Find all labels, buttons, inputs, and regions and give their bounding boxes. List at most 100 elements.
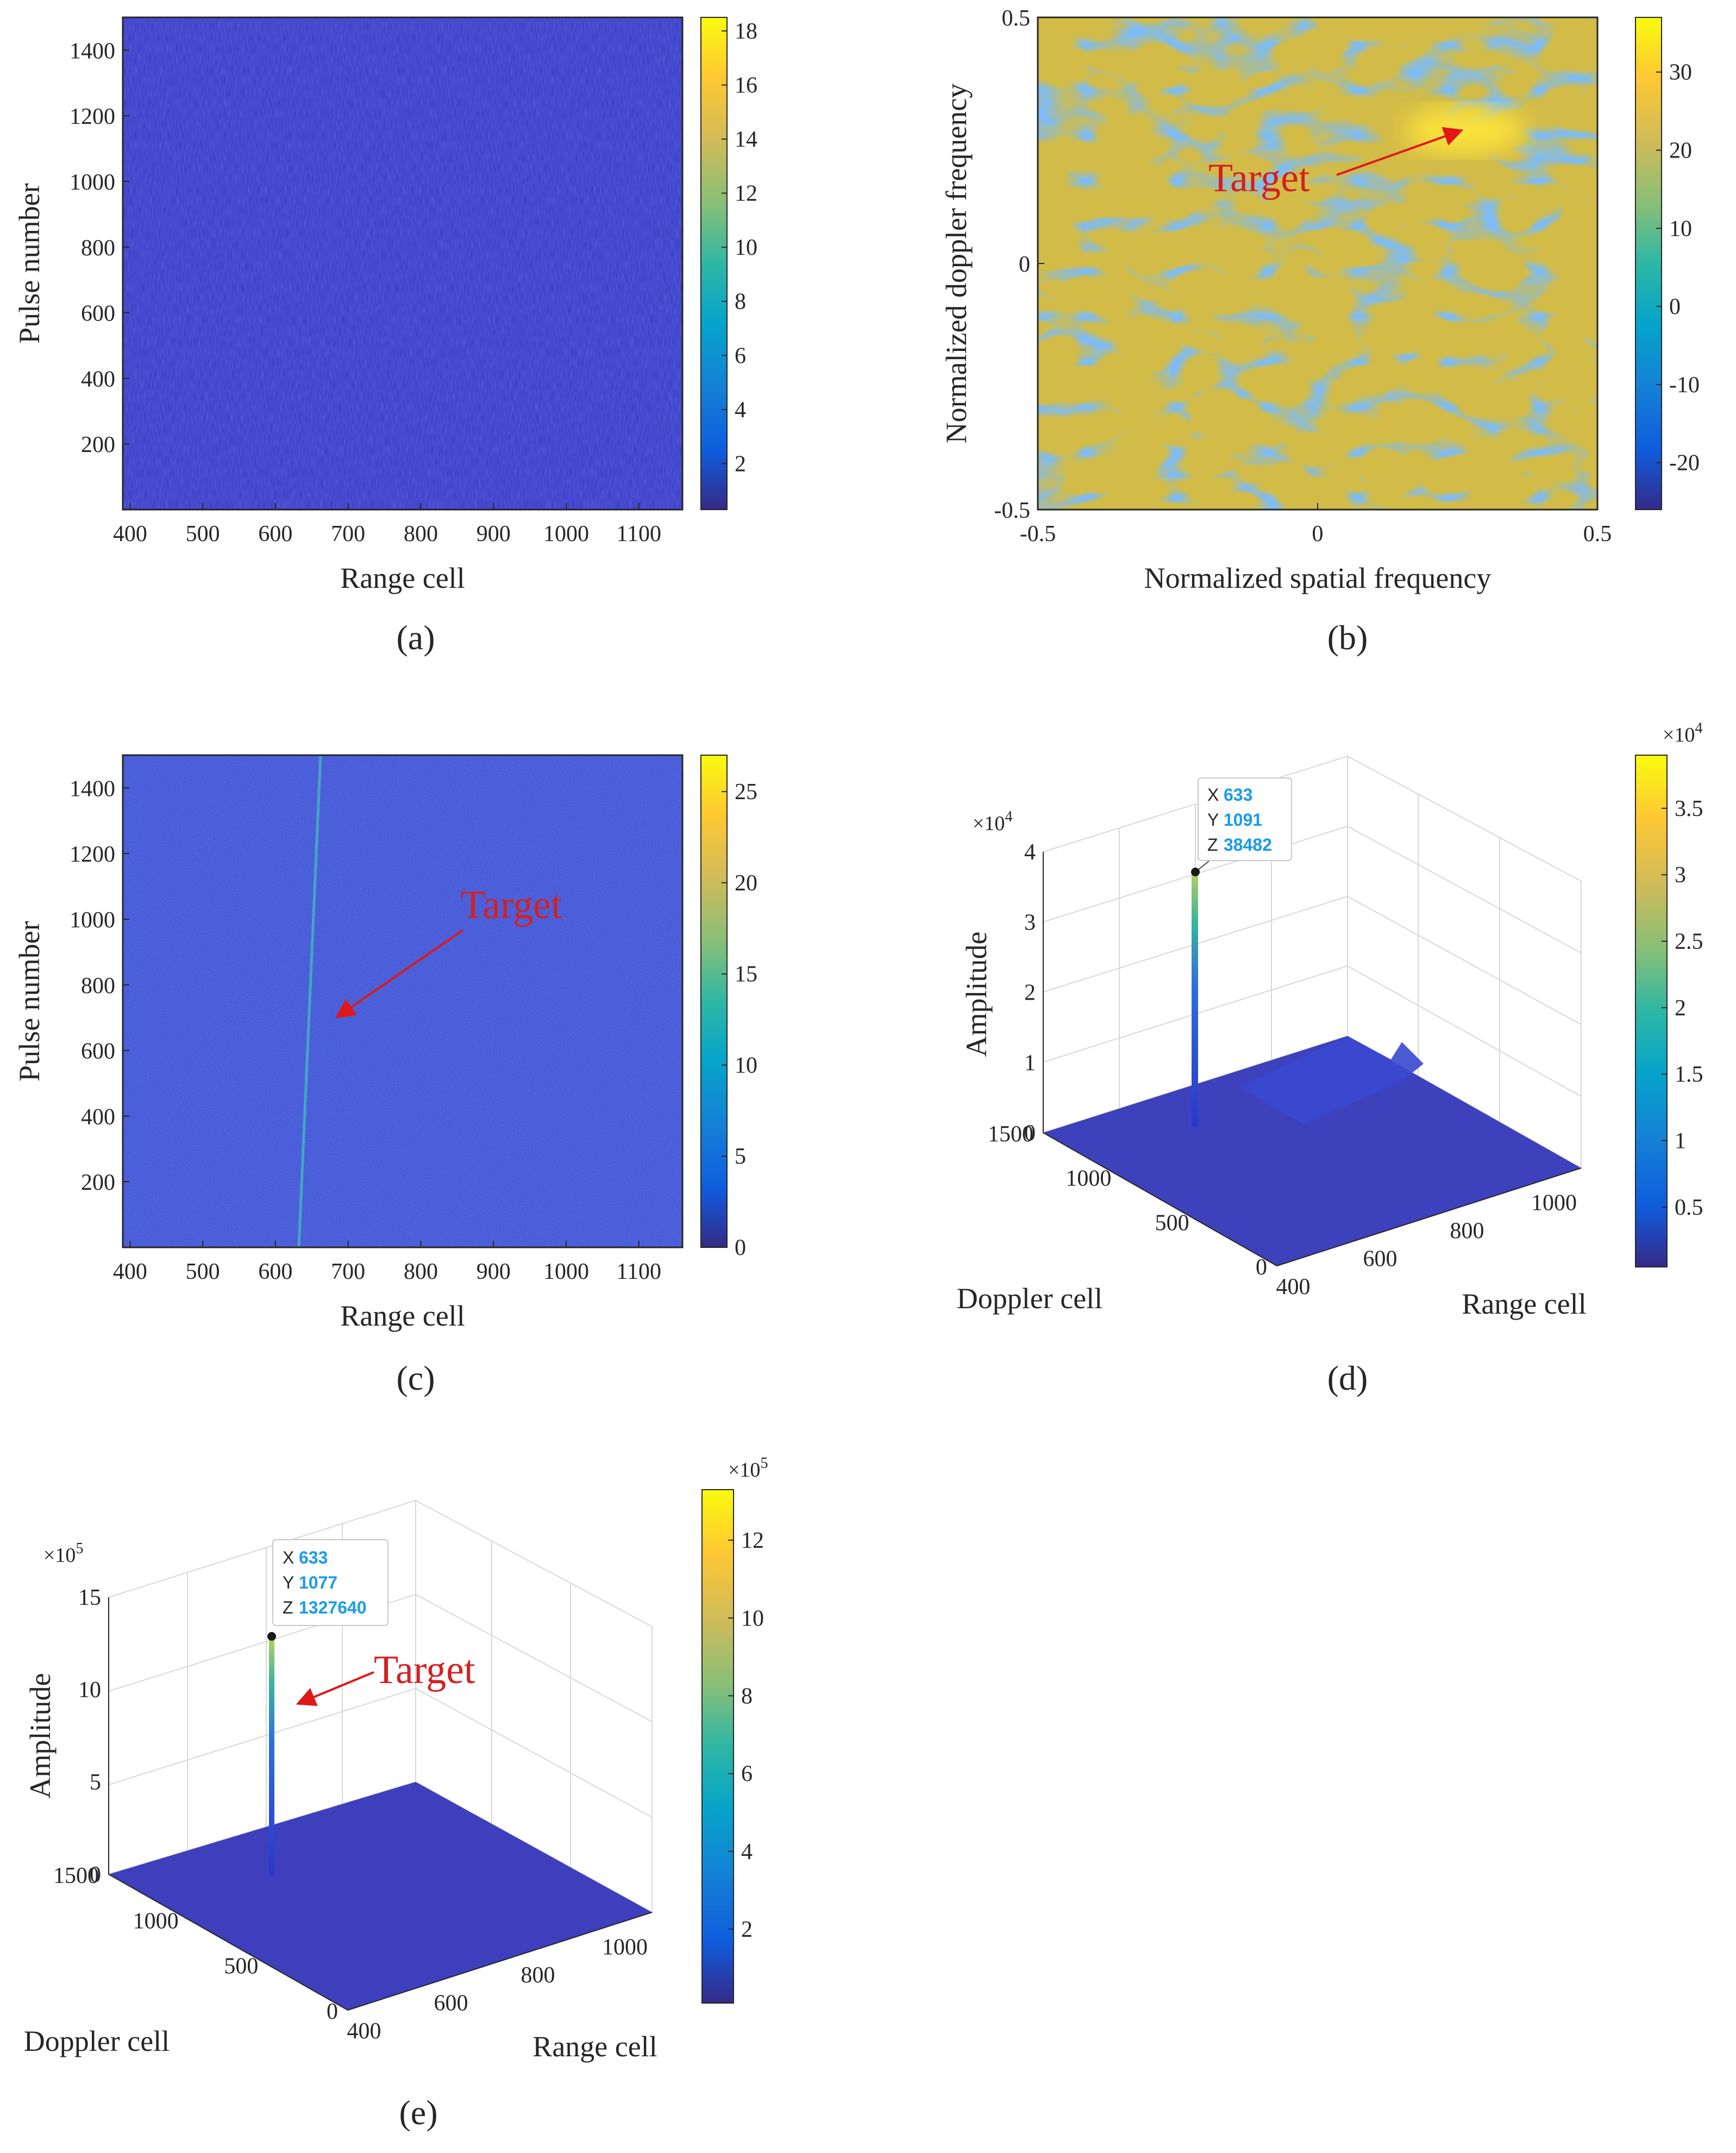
d-cbtick-label: 3.5 <box>1675 796 1703 821</box>
y-axis-e <box>108 1874 348 2011</box>
c-ytick-label: 1400 <box>70 776 115 801</box>
b-cbtick-label: 20 <box>1669 138 1692 163</box>
colorbar-ticks-e: 2 4 6 8 10 12 <box>728 1528 764 1942</box>
e-xtick-label: 1000 <box>602 1935 648 1960</box>
e-xtick-label: 400 <box>347 2019 381 2044</box>
datatip-z-label-e: Z <box>283 1598 293 1617</box>
colorbar-exponent-d: ×104 <box>1663 720 1702 746</box>
d-ztick-label: 0 <box>1024 1121 1036 1146</box>
b-cbtick-label: 10 <box>1669 216 1692 241</box>
b-cbtick-label: 30 <box>1669 60 1692 85</box>
a-ytick-label: 1200 <box>70 104 115 129</box>
a-cbtick-label: 10 <box>735 235 757 260</box>
b-cbtick-label: -20 <box>1669 451 1700 476</box>
c-xtick-label: 1100 <box>617 1259 661 1284</box>
caption-d: (d) <box>1327 1359 1368 1397</box>
panel-a: 400 500 600 700 800 900 1000 1100 200 400 600 800 1… <box>13 16 757 657</box>
c-xtick-label: 1000 <box>543 1259 589 1284</box>
e-ztick-label: 15 <box>78 1585 101 1610</box>
d-cbtick-label: 3 <box>1675 863 1686 888</box>
z-exponent-d: ×104 <box>973 808 1012 835</box>
e-ytick-label: 0 <box>327 1999 338 2024</box>
datatip-x-value-e: 633 <box>299 1548 328 1567</box>
d-cbtick-label: 1.5 <box>1675 1062 1703 1087</box>
c-ytick-label: 1200 <box>70 842 115 867</box>
c-ytick-label: 400 <box>81 1104 115 1129</box>
c-cbtick-label: 20 <box>735 871 757 896</box>
e-cbtick-label: 4 <box>741 1840 753 1865</box>
d-ytick-label: 0 <box>1256 1255 1267 1280</box>
colorbar-d <box>1635 755 1668 1267</box>
d-ytick-label: 500 <box>1155 1210 1189 1235</box>
e-xtick-label: 800 <box>521 1963 555 1988</box>
a-ytick-label: 1400 <box>70 39 115 64</box>
datatip-y-value-d: 1091 <box>1224 810 1262 830</box>
a-xtick-label: 900 <box>477 522 511 547</box>
d-xtick-label: 400 <box>1276 1275 1311 1300</box>
x-ticks-b: -0.5 0 0.5 <box>1020 503 1612 547</box>
target-label-c: Target <box>461 883 562 927</box>
target-arrow-e <box>296 1671 374 1706</box>
a-cbtick-label: 12 <box>735 181 757 206</box>
e-cbtick-label: 6 <box>741 1762 753 1787</box>
target-label-b: Target <box>1208 156 1310 200</box>
c-xtick-label: 700 <box>331 1259 365 1284</box>
d-xtick-label: 600 <box>1363 1247 1397 1272</box>
y-axis-d <box>1043 1132 1277 1266</box>
target-trace-c <box>297 755 322 1248</box>
target-label-e: Target <box>374 1648 475 1692</box>
colorbar-b <box>1635 17 1662 510</box>
colorbar-exponent-e: ×105 <box>728 1455 768 1482</box>
a-xtick-label: 1100 <box>617 522 661 547</box>
datatip-box-d <box>1198 777 1292 861</box>
noise-texture-a <box>123 17 682 510</box>
d-ztick-label: 3 <box>1024 910 1036 935</box>
datatip-z-value-e: 1327640 <box>299 1598 367 1617</box>
e-ztick-label: 0 <box>90 1862 101 1887</box>
c-cbtick-label: 10 <box>735 1053 757 1078</box>
surface-ridge-d <box>1239 1036 1424 1125</box>
d-xtick-label: 800 <box>1450 1219 1484 1244</box>
target-arrow-b <box>1336 127 1464 176</box>
colorbar-a <box>700 17 728 510</box>
datatip-d[interactable]: X 633 Y 1091 Z 38482 <box>1198 777 1292 861</box>
e-xtick-label: 600 <box>434 1991 468 2016</box>
y-label-d: Doppler cell <box>957 1282 1102 1315</box>
a-xtick-label: 400 <box>113 522 147 547</box>
z-ticks-d: 0 1 2 3 4 <box>1024 840 1036 1146</box>
colorbar-ticks-a: 2 4 6 8 10 12 14 16 18 <box>722 19 757 476</box>
x-label-d: Range cell <box>1462 1288 1586 1320</box>
target-peak-b <box>1405 106 1524 155</box>
colorbar-ticks-b: -20 -10 0 10 20 30 <box>1656 60 1700 476</box>
x-ticks-a: 400 500 600 700 800 900 1000 1100 <box>113 503 661 547</box>
axes-box-c <box>122 754 684 1248</box>
a-xtick-label: 800 <box>404 522 438 547</box>
c-xtick-label: 600 <box>258 1259 292 1284</box>
datatip-x-label-d: X <box>1207 785 1219 805</box>
target-arrow-c <box>335 929 464 1019</box>
e-ytick-label: 1500 <box>53 1863 99 1888</box>
panel-d: 0 1 2 3 4 0 500 1000 1500 400 600 800 1000 ×104 Am… <box>957 720 1703 1397</box>
datatip-marker-d <box>1191 868 1200 876</box>
datatip-e[interactable]: X 633 Y 1077 Z 1327640 <box>272 1539 388 1626</box>
caption-b: (b) <box>1327 618 1368 657</box>
x-ticks-c: 400 500 600 700 800 900 1000 1100 <box>113 1241 661 1284</box>
y-ticks-c: 200 400 600 800 1000 1200 1400 <box>70 776 129 1195</box>
e-ytick-label: 500 <box>224 1954 258 1979</box>
datatip-box-e <box>272 1539 388 1626</box>
c-xtick-label: 400 <box>113 1259 147 1284</box>
d-ytick-label: 1500 <box>988 1122 1033 1147</box>
c-cbtick-label: 0 <box>735 1235 746 1260</box>
c-xtick-label: 800 <box>404 1259 438 1284</box>
z-label-e: Amplitude <box>24 1673 57 1799</box>
e-cbtick-label: 2 <box>741 1917 753 1942</box>
panel-e: 0 5 10 15 0 500 1000 1500 400 600 800 1000 ×105 A… <box>24 1455 768 2132</box>
datatip-x-value-d: 633 <box>1224 785 1252 805</box>
y-ticks-e: 0 500 1000 1500 <box>53 1863 338 2024</box>
y-ticks-a: 200 400 600 800 1000 1200 1400 <box>70 39 129 457</box>
a-cbtick-label: 18 <box>735 19 757 44</box>
e-ztick-label: 5 <box>90 1770 101 1795</box>
b-ytick-label: 0.5 <box>1002 6 1031 31</box>
d-cbtick-label: 0.5 <box>1675 1195 1703 1220</box>
x-ticks-e: 400 600 800 1000 <box>347 1935 648 2044</box>
